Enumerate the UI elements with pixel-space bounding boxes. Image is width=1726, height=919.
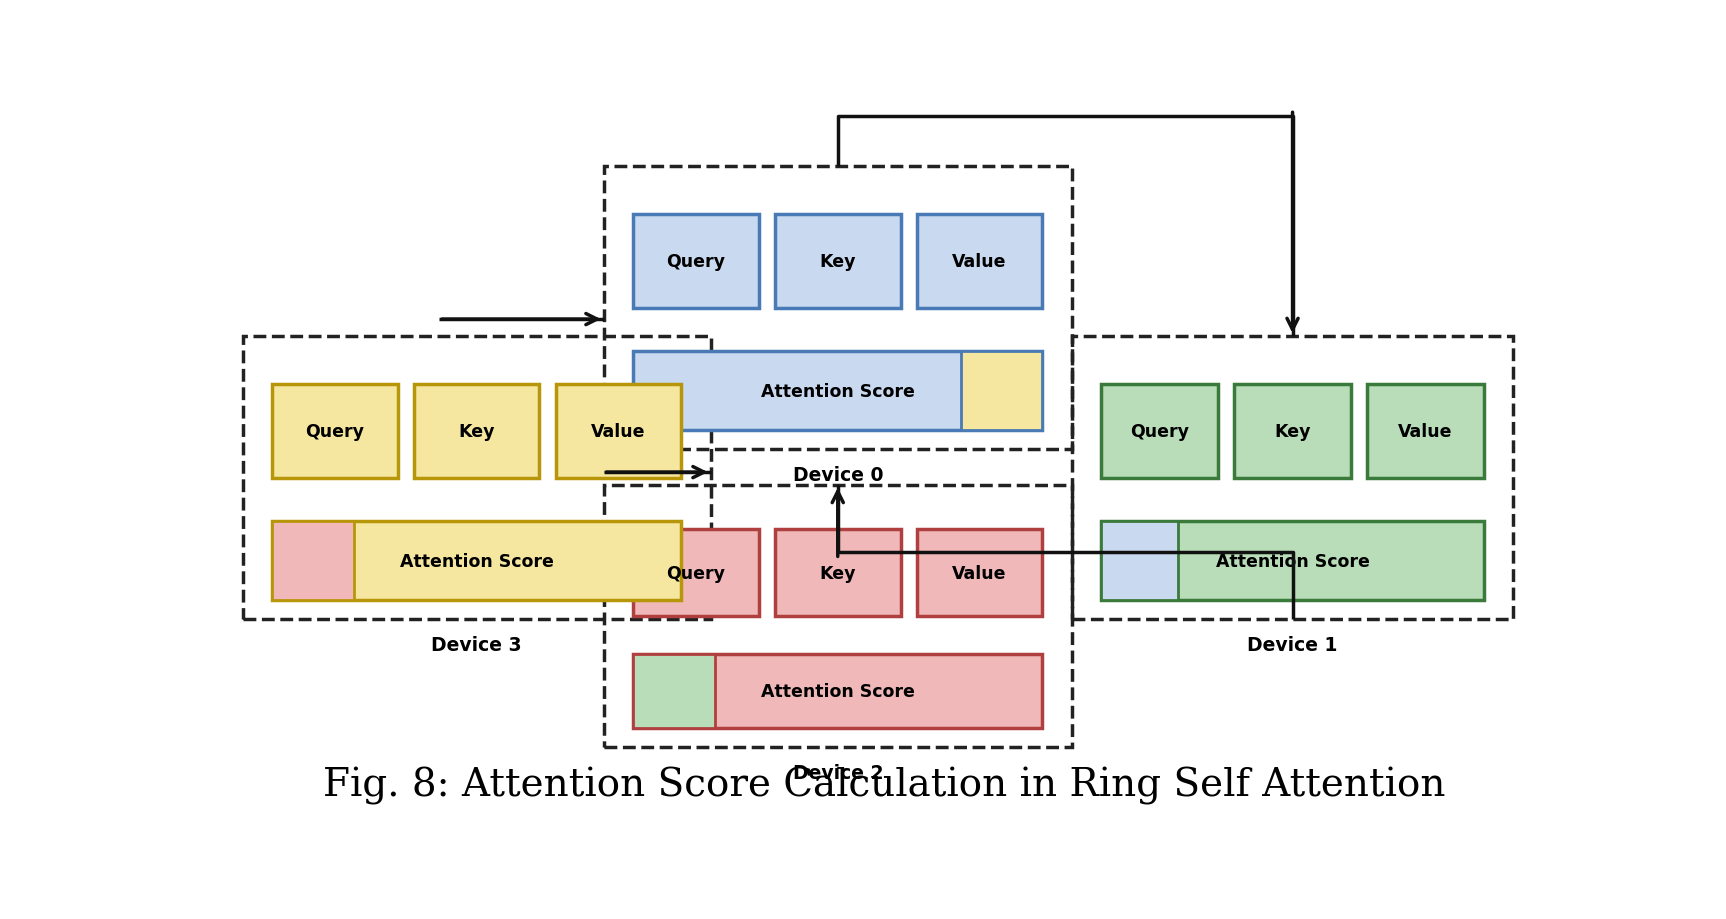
Bar [604, 485, 1072, 747]
Text: Key: Key [459, 423, 495, 440]
Bar [414, 385, 540, 478]
Text: Device 3: Device 3 [432, 635, 521, 654]
Bar [1072, 336, 1514, 619]
Bar [917, 215, 1043, 309]
Text: Value: Value [590, 423, 646, 440]
Text: Query: Query [1131, 423, 1189, 440]
Text: Value: Value [953, 564, 1006, 582]
Bar [775, 215, 901, 309]
Bar [633, 530, 759, 617]
Text: Value: Value [1398, 423, 1453, 440]
Bar [273, 385, 397, 478]
Bar [556, 385, 682, 478]
Text: Attention Score: Attention Score [761, 382, 915, 400]
Text: Fig. 8: Attention Score Calculation in Ring Self Attention: Fig. 8: Attention Score Calculation in R… [323, 766, 1446, 804]
Text: Key: Key [820, 253, 856, 271]
Bar [1101, 521, 1177, 601]
Bar [1101, 385, 1219, 478]
Bar [604, 167, 1072, 450]
Bar [1367, 385, 1484, 478]
Text: Query: Query [666, 253, 725, 271]
Bar [775, 530, 901, 617]
Bar [633, 654, 715, 728]
Bar [633, 654, 1043, 728]
Text: Device 1: Device 1 [1248, 635, 1338, 654]
Text: Value: Value [953, 253, 1006, 271]
Text: Device 2: Device 2 [792, 763, 884, 782]
Bar [917, 530, 1043, 617]
Text: Attention Score: Attention Score [400, 552, 554, 570]
Bar [633, 352, 1043, 431]
Text: Device 0: Device 0 [792, 466, 884, 484]
Bar [273, 521, 354, 601]
Text: Query: Query [666, 564, 725, 582]
Text: Attention Score: Attention Score [761, 683, 915, 700]
Text: Attention Score: Attention Score [1215, 552, 1369, 570]
Bar [273, 521, 682, 601]
Bar [961, 352, 1043, 431]
Bar [633, 215, 759, 309]
Text: Query: Query [306, 423, 364, 440]
Text: Key: Key [1274, 423, 1310, 440]
Bar [1101, 521, 1484, 601]
Bar [1234, 385, 1351, 478]
Bar [242, 336, 711, 619]
Text: Key: Key [820, 564, 856, 582]
